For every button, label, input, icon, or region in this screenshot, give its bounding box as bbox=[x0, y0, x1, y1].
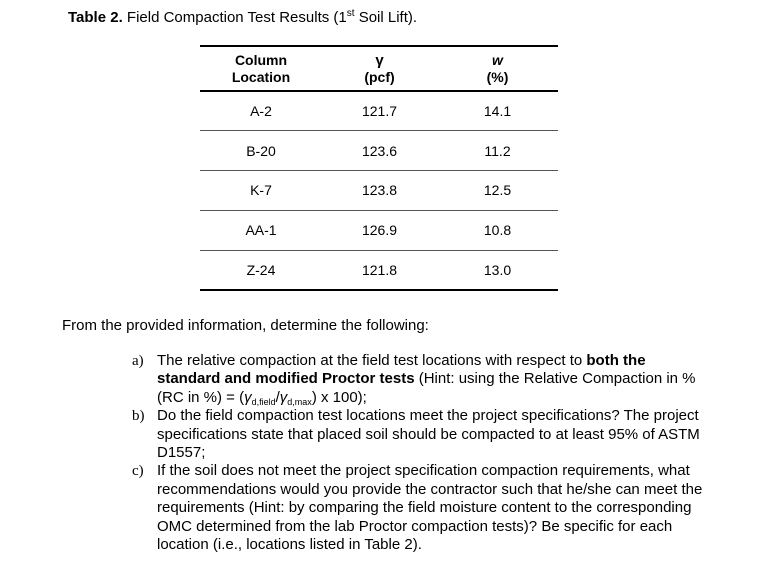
cell-location: AA-1 bbox=[245, 222, 277, 239]
question-b-text: Do the field compaction test locations m… bbox=[157, 407, 700, 462]
compaction-results-table: Column Location γ (pcf) w (%) A-2 121.7 … bbox=[200, 45, 558, 291]
question-a-bold: both the standard and modified Proctor t… bbox=[157, 352, 646, 388]
cell-location: K-7 bbox=[250, 182, 272, 199]
cell-gamma: 123.6 bbox=[361, 142, 398, 159]
question-marker: b) bbox=[132, 408, 145, 425]
table-row: B-20 123.6 11.2 bbox=[200, 131, 558, 171]
question-c-text: If the soil does not meet the project sp… bbox=[157, 462, 703, 554]
intro-text: From the provided information, determine… bbox=[62, 317, 429, 334]
cell-location: A-2 bbox=[250, 103, 272, 120]
table-header-row: Column Location γ (pcf) w (%) bbox=[200, 46, 558, 91]
table-row: Z-24 121.8 13.0 bbox=[200, 250, 558, 290]
cell-w: 11.2 bbox=[484, 142, 511, 159]
cell-gamma: 123.8 bbox=[361, 182, 398, 199]
cell-location: Z-24 bbox=[246, 261, 276, 278]
question-b: b) Do the field compaction test location… bbox=[132, 407, 712, 462]
table-row: A-2 121.7 14.1 bbox=[200, 91, 558, 131]
gamma-symbol: γ bbox=[244, 388, 252, 406]
table-caption: Table 2. Field Compaction Test Results (… bbox=[68, 8, 418, 27]
header-unit-weight: γ (pcf) bbox=[322, 46, 437, 91]
cell-gamma: 126.9 bbox=[361, 222, 398, 239]
table-row: K-7 123.8 12.5 bbox=[200, 171, 558, 211]
question-marker: c) bbox=[132, 463, 144, 480]
cell-gamma: 121.7 bbox=[361, 103, 398, 120]
caption-title-post: Soil Lift). bbox=[354, 9, 418, 26]
w-symbol: w bbox=[492, 52, 503, 68]
table-row: AA-1 126.9 10.8 bbox=[200, 210, 558, 251]
cell-w: 12.5 bbox=[483, 182, 512, 199]
caption-title-pre: Field Compaction Test Results (1 bbox=[126, 9, 347, 26]
cell-location: B-20 bbox=[246, 142, 276, 159]
header-moisture-content: w (%) bbox=[437, 46, 558, 91]
caption-label: Table 2. bbox=[68, 9, 123, 26]
gamma-symbol: γ bbox=[279, 388, 288, 406]
question-a: a) The relative compaction at the field … bbox=[132, 352, 696, 407]
cell-gamma: 121.8 bbox=[361, 261, 398, 278]
question-c: c) If the soil does not meet the project… bbox=[132, 462, 712, 554]
cell-w: 13.0 bbox=[483, 261, 512, 278]
question-marker: a) bbox=[132, 353, 144, 369]
gamma-symbol: γ bbox=[375, 52, 384, 69]
header-column-location: Column Location bbox=[231, 52, 291, 85]
question-list: a) The relative compaction at the field … bbox=[132, 352, 712, 554]
cell-w: 14.1 bbox=[483, 103, 512, 120]
caption-title-sup: st bbox=[346, 8, 355, 19]
cell-w: 10.8 bbox=[483, 222, 512, 239]
